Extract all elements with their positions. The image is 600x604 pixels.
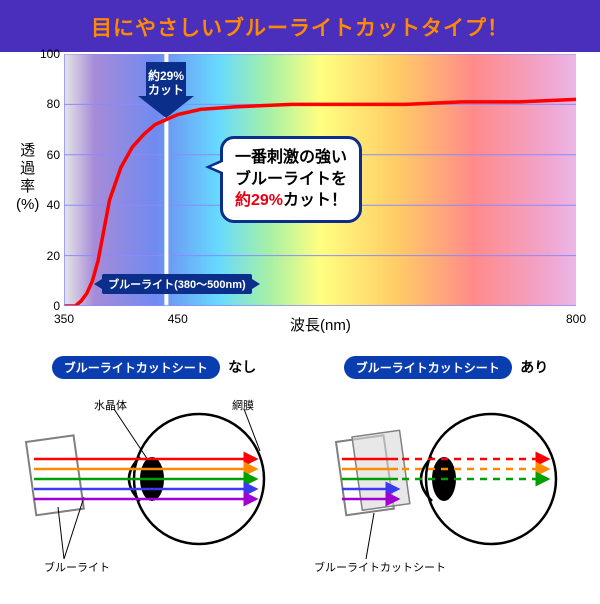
callout-line2: ブルーライトを bbox=[235, 169, 347, 191]
pill-with: ブルーライトカットシート bbox=[344, 356, 512, 379]
diagram-without: ブルーライトカットシート なし 水晶体 網膜 ブルーライト bbox=[14, 356, 294, 577]
x-axis-label: 波長(nm) bbox=[290, 314, 351, 335]
bluelight-range-badge: ブルーライト(380〜500nm) bbox=[102, 274, 252, 294]
eye-diagrams: ブルーライトカットシート なし 水晶体 網膜 ブルーライト ブルーライトカットシ… bbox=[0, 356, 600, 577]
diagram-with: ブルーライトカットシート あり ブルーライトカットシート bbox=[306, 356, 586, 577]
xtick: 450 bbox=[168, 312, 188, 326]
anno-blue: ブルーライト bbox=[44, 559, 110, 575]
ytick: 0 bbox=[26, 299, 60, 313]
eye-without: 水晶体 網膜 ブルーライト bbox=[14, 387, 284, 577]
ytick: 20 bbox=[26, 249, 60, 263]
xtick: 350 bbox=[54, 312, 74, 326]
transmittance-chart: 透 過 率 (%) 020406080100 350450800 波長(nm) … bbox=[20, 52, 580, 332]
svg-text:カット: カット bbox=[148, 83, 184, 97]
pill-without-suffix: なし bbox=[228, 357, 256, 377]
ytick: 60 bbox=[26, 148, 60, 162]
xtick: 800 bbox=[566, 312, 586, 326]
callout-line1: 一番刺激の強い bbox=[235, 147, 347, 169]
anno-sheet: ブルーライトカットシート bbox=[314, 559, 446, 575]
header-title: 目にやさしいブルーライトカットタイプ！ bbox=[0, 0, 600, 52]
ytick: 40 bbox=[26, 198, 60, 212]
anno-lens: 水晶体 bbox=[94, 397, 127, 413]
ytick: 80 bbox=[26, 97, 60, 111]
cut-percent-arrow: 約29% カット bbox=[138, 60, 194, 125]
callout-bubble: 一番刺激の強い ブルーライトを 約29%カット！ bbox=[220, 136, 362, 223]
svg-text:約29%: 約29% bbox=[148, 68, 184, 83]
ytick: 100 bbox=[26, 47, 60, 61]
pill-with-suffix: あり bbox=[520, 357, 548, 377]
anno-retina: 網膜 bbox=[232, 397, 254, 413]
callout-line3: 約29%カット！ bbox=[235, 190, 347, 212]
eye-with: ブルーライトカットシート bbox=[306, 387, 576, 577]
pill-without: ブルーライトカットシート bbox=[52, 356, 220, 379]
